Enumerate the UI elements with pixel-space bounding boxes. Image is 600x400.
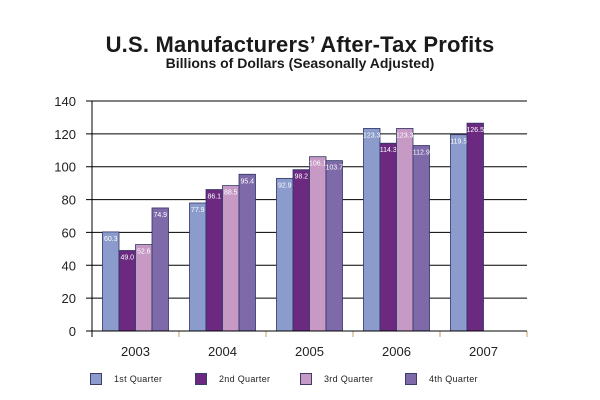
legend-swatch	[405, 373, 417, 385]
y-tick-label: 0	[69, 324, 76, 339]
legend-item: 4th Quarter	[405, 373, 478, 385]
x-tick-label: 2004	[208, 344, 237, 359]
x-tick-label: 2005	[295, 344, 324, 359]
legend-item: 2nd Quarter	[195, 373, 270, 385]
bar	[363, 128, 381, 332]
bar	[292, 169, 310, 332]
bar-data-label: 126.5	[466, 127, 484, 134]
legend-label: 1st Quarter	[114, 374, 163, 384]
bar	[379, 142, 397, 332]
y-tick-label: 40	[62, 258, 76, 273]
legend: 1st Quarter 2nd Quarter 3rd Quarter 4th Qua…	[90, 373, 510, 389]
chart-subtitle: Billions of Dollars (Seasonally Adjusted…	[165, 55, 435, 71]
bar-data-label: 98.2	[294, 174, 308, 181]
legend-item: 3rd Quarter	[300, 373, 373, 385]
legend-label: 3rd Quarter	[324, 374, 374, 384]
legend-label: 4th Quarter	[429, 374, 478, 384]
bar	[238, 173, 256, 332]
bar-data-label: 49.0	[120, 255, 134, 262]
bar-data-label: 95.4	[240, 178, 254, 185]
axes	[86, 101, 527, 332]
bar	[325, 160, 343, 332]
bar-data-label: 52.6	[137, 249, 151, 256]
bar	[450, 134, 468, 332]
x-tick-label: 2006	[382, 344, 411, 359]
bar-data-label: 103.7	[325, 165, 343, 172]
bar	[205, 189, 223, 332]
y-tick-label: 60	[62, 225, 76, 240]
bar	[412, 145, 430, 332]
bar	[135, 244, 153, 332]
bar-data-label: 74.9	[153, 212, 167, 219]
legend-label: 2nd Quarter	[219, 374, 271, 384]
y-axis-ticks: 0 20 40 60 80 100 120 140	[54, 94, 76, 339]
y-tick-label: 80	[62, 193, 76, 208]
legend-swatch	[300, 373, 312, 385]
bar	[222, 185, 240, 332]
bar	[466, 122, 484, 332]
legend-swatch	[90, 373, 102, 385]
bar	[151, 207, 169, 332]
bar-data-label: 60.3	[104, 236, 118, 243]
bar-data-label: 88.5	[224, 190, 238, 197]
y-tick-label: 20	[62, 291, 76, 306]
bar-data-label: 123.3	[363, 132, 381, 139]
chart-title: U.S. Manufacturers’ After-Tax Profits	[105, 32, 495, 57]
legend-swatch	[195, 373, 207, 385]
y-tick-label: 140	[54, 94, 76, 109]
bar-data-label: 77.9	[191, 207, 205, 214]
bar-data-label: 86.1	[207, 194, 221, 201]
bar-data-label: 123.3	[396, 132, 414, 139]
bar-data-label: 114.3	[380, 147, 397, 154]
y-tick-label: 100	[54, 160, 76, 175]
bar	[189, 202, 207, 332]
bar-data-label: 112.9	[413, 150, 430, 157]
y-tick-label: 120	[54, 127, 76, 142]
bar-data-label: 119.5	[450, 139, 467, 146]
legend-item: 1st Quarter	[90, 373, 162, 385]
bar	[102, 231, 120, 332]
bar	[396, 128, 414, 332]
bar	[276, 177, 294, 332]
bar-data-label: 106.1	[309, 161, 327, 168]
bar-data-label: 92.9	[278, 182, 292, 189]
x-tick-label: 2007	[469, 344, 498, 359]
bar	[118, 250, 136, 332]
bars: 60.3 49.052.6 74.9 77.986.188.595.4 92.998.2…	[102, 122, 484, 332]
bar	[309, 156, 327, 332]
x-axis-ticks: 2003 2004 2005 2006 2007	[91, 331, 528, 359]
x-tick-label: 2003	[121, 344, 150, 359]
